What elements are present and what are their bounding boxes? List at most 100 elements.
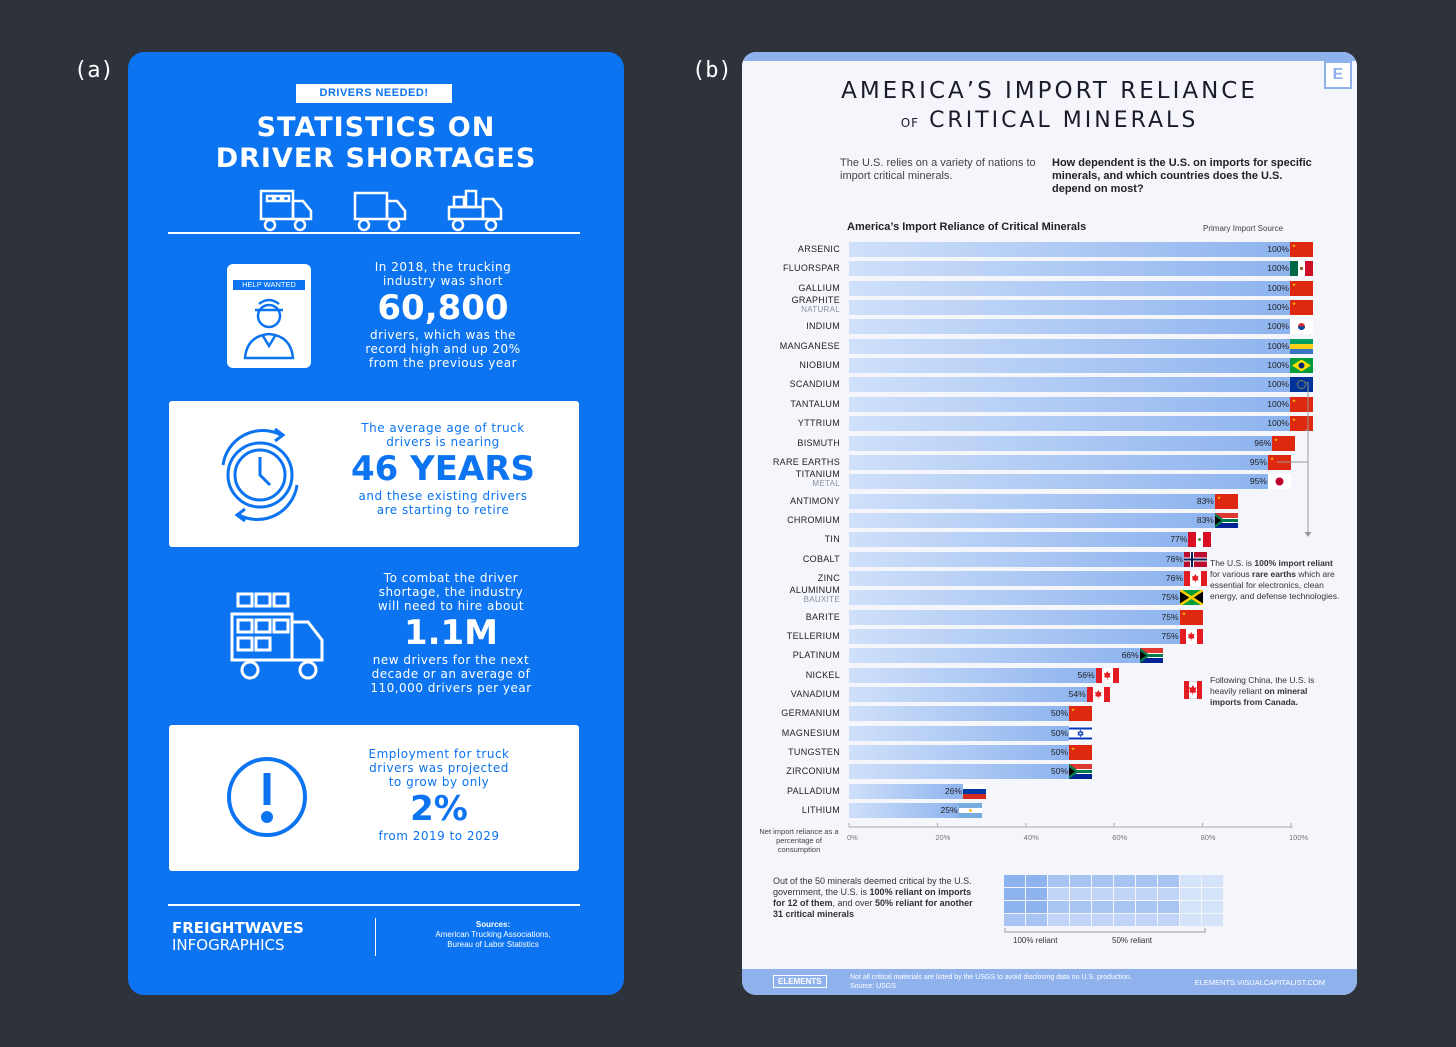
waffle-cell — [1136, 901, 1157, 913]
bar-row: VANADIUM 54% — [742, 685, 1357, 704]
sources-text: American Trucking Associations, — [435, 930, 551, 939]
mineral-name: TIN — [824, 534, 840, 545]
stat-text: Employment for truck — [368, 747, 510, 761]
waffle-cell — [1048, 888, 1069, 900]
reliance-bar: 100% — [849, 338, 1291, 354]
waffle-cell — [1004, 888, 1025, 900]
reliance-value: 76% — [1165, 553, 1183, 564]
mineral-name: BARITE — [805, 611, 840, 622]
waffle-cell — [1114, 875, 1135, 887]
driver-icon — [243, 298, 295, 360]
mineral-name: INDIUM — [806, 321, 840, 332]
mineral-name: BISMUTH — [797, 437, 840, 448]
truck-icon — [259, 189, 313, 232]
waffle-cell — [1092, 875, 1113, 887]
stat-text: decade or an average of — [371, 667, 531, 681]
title-line-1: AMERICA’S IMPORT RELIANCE — [841, 78, 1258, 104]
legend-50: 50% reliant — [1112, 936, 1153, 945]
canada-flag-icon — [1086, 687, 1110, 703]
mineral-name: ALUMINUM BAUXITE — [789, 585, 840, 605]
footer-note-line: Not all critical materials are listed by… — [850, 974, 1132, 981]
reliance-bar: 50% — [849, 745, 1070, 761]
bar-row: TIN 77% — [742, 530, 1357, 549]
stat-value: 60,800 — [377, 288, 509, 328]
waffle-cell — [1048, 914, 1069, 926]
reliance-bar: 96% — [849, 435, 1274, 451]
mineral-name: ZINC — [817, 572, 840, 583]
cargo-truck-icon — [230, 592, 324, 680]
waffle-cell — [1092, 901, 1113, 913]
waffle-cell — [1114, 901, 1135, 913]
infographic-title: STATISTICS ON DRIVER SHORTAGES — [128, 112, 624, 174]
south-africa-flag-icon — [1139, 648, 1163, 664]
minerals-infographic: E AMERICA’S IMPORT RELIANCE OF CRITICAL … — [742, 52, 1357, 995]
truck-icon — [353, 191, 407, 232]
south-africa-flag-icon — [1214, 512, 1238, 528]
waffle-cell — [1158, 901, 1179, 913]
x-tick-label: 20% — [935, 833, 951, 842]
canada-flag-icon — [1183, 570, 1207, 586]
waffle-cell — [1114, 914, 1135, 926]
bar-row: ZIRCONIUM 50% — [742, 762, 1357, 781]
truck-icon — [447, 189, 503, 232]
sources-title: Sources: — [475, 920, 511, 929]
stat-text: to grow by only — [388, 775, 490, 789]
summary-text: Out of the 50 minerals deemed critical b… — [773, 876, 985, 920]
waffle-cell — [1180, 888, 1201, 900]
waffle-cell — [1070, 875, 1091, 887]
reliance-value: 100% — [1267, 244, 1289, 254]
mineral-name: MAGNESIUM — [781, 727, 840, 738]
waffle-cell — [1136, 888, 1157, 900]
annotation-bracket — [1277, 382, 1312, 537]
stat-text: will need to hire about — [377, 599, 525, 613]
rare-earths-annotation: The U.S. is 100% import reliant for vari… — [1210, 558, 1342, 602]
israel-flag-icon — [1069, 725, 1092, 741]
reliance-value: 100% — [1267, 321, 1289, 332]
title-main: CRITICAL MINERALS — [929, 108, 1199, 133]
mineral-subtype: METAL — [812, 479, 840, 489]
waffle-cell — [1180, 875, 1201, 887]
stat-text: In 2018, the trucking — [374, 260, 512, 274]
stat-text: drivers, which was the — [370, 328, 516, 342]
peru-flag-icon — [1188, 532, 1212, 548]
reliance-bar: 95% — [849, 454, 1269, 470]
mineral-name: NICKEL — [805, 669, 840, 680]
drivers-needed-badge: DRIVERS NEEDED! — [296, 84, 452, 103]
reliance-bar: 83% — [849, 493, 1216, 509]
reliance-value: 56% — [1077, 669, 1095, 680]
bar-row: BARITE 75% — [742, 608, 1357, 627]
annotation-text: The U.S. is — [1210, 558, 1255, 568]
footer-url[interactable]: ELEMENTS.VISUALCAPITALIST.COM — [1194, 978, 1325, 987]
reliance-value: 50% — [1050, 747, 1068, 758]
chart-axis — [848, 823, 1293, 828]
bar-row: MANGANESE 100% — [742, 337, 1357, 356]
freightwaves-logo: FREIGHTWAVES INFOGRAPHICS — [172, 920, 304, 954]
mineral-name: COBALT — [802, 553, 840, 564]
bar-row: NICKEL 56% — [742, 666, 1357, 685]
mineral-name: FLUORSPAR — [782, 263, 840, 274]
reliance-value: 75% — [1161, 631, 1179, 641]
mineral-name: TITANIUM METAL — [795, 469, 840, 489]
waffle-cell — [1026, 875, 1047, 887]
reliance-value: 100% — [1267, 398, 1289, 409]
mineral-name: SCANDIUM — [789, 379, 840, 390]
x-axis-label: Net import reliance as a percentage of c… — [759, 827, 839, 854]
waffle-cell — [1114, 888, 1135, 900]
reliance-value: 95% — [1249, 456, 1267, 467]
footer-source: Source: USGS — [850, 983, 896, 990]
reliance-value: 75% — [1161, 611, 1179, 622]
waffle-cell — [1180, 914, 1201, 926]
freightwaves-infographic: DRIVERS NEEDED! STATISTICS ON DRIVER SHO… — [128, 52, 624, 995]
china-flag-icon — [1290, 416, 1313, 432]
mineral-name: ARSENIC — [797, 244, 840, 254]
mineral-name: PALLADIUM — [786, 785, 840, 796]
stat-value: 1.1M — [403, 613, 499, 653]
bar-row: PALLADIUM 26% — [742, 782, 1357, 801]
title-line-2: OF CRITICAL MINERALS — [742, 108, 1357, 133]
waffle-cell — [1070, 888, 1091, 900]
stat-age: The average age of truck drivers is near… — [327, 421, 559, 517]
reliance-bar: 66% — [849, 648, 1141, 664]
stat-text: new drivers for the next — [372, 653, 530, 667]
elements-logo: E — [1324, 61, 1352, 89]
reliance-bar: 95% — [849, 474, 1269, 490]
